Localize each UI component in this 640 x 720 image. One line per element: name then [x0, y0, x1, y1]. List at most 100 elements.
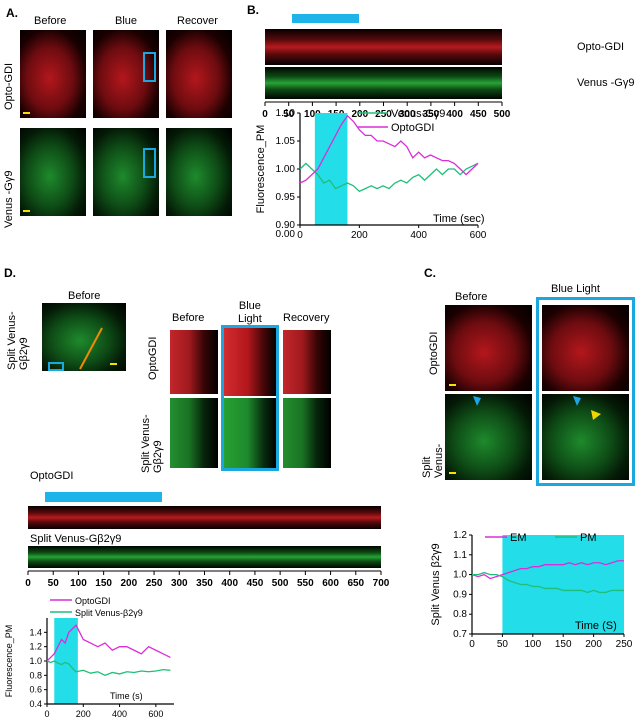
panel-d-scale-bar [110, 363, 117, 365]
panel-d-kymo-red [28, 506, 381, 529]
chart-D-xtick-label-200: 200 [76, 709, 91, 719]
panel-c-letter: C. [424, 266, 436, 280]
panel-a-roi-green [143, 148, 156, 178]
panel-a-scale-bar-2 [23, 210, 30, 212]
panel-c-arrows [473, 396, 601, 420]
chart-C-series-1 [472, 571, 624, 594]
panel-c-blue-frame [536, 297, 635, 486]
panel-d-zoom-col-before: Before [172, 312, 205, 324]
chart-C-ytick-label-0.9: 0.9 [453, 589, 467, 600]
panel-c-col-blue: Blue Light [551, 283, 600, 295]
panel-b-letter: B. [247, 3, 259, 17]
panel-d-zoom-green-recovery [283, 398, 331, 468]
chart-C-ytick-label-0.7: 0.7 [453, 629, 467, 640]
chart-D-ylabel: Fluorescence_PM [4, 625, 14, 698]
chart-B-ylabel: Fluorescence_PM [255, 125, 267, 214]
chart-D-highlight [54, 618, 78, 704]
panel-d-zoom-red-blue [224, 328, 276, 396]
panel-d-cell-label-line1: Split Venus- [6, 311, 18, 370]
chart-C-ylabel: Split Venus β2γ9 [430, 543, 442, 625]
panel-a-col-recover: Recover [177, 15, 218, 27]
chart-B-ytick-label-0.9: 0.90 [276, 220, 296, 231]
chart-C-series-0 [471, 560, 624, 580]
panel-d-zoom-row-venus: Split Venus- Gβ2γ9 [140, 414, 164, 473]
chart-D-ytick-label-1.2: 1.2 [29, 642, 42, 652]
panel-b-kymo-axis-tick-label-450: 450 [470, 109, 487, 120]
panel-c-row-optogdi: OptoGDI [428, 331, 440, 375]
chart-D-ytick-label-1: 1.0 [29, 656, 42, 666]
panel-d-kymo-axis-tick-label-450: 450 [247, 578, 264, 589]
chart-B-series-0 [299, 162, 479, 193]
chart-C-xtick-label-50: 50 [497, 639, 509, 650]
panel-d-kymo-green [28, 546, 381, 568]
chart-C-ytick-label-1.2: 1.2 [453, 530, 467, 541]
panel-d-kymo-axis-tick-label-600: 600 [322, 578, 339, 589]
panel-b-light-bar [292, 14, 359, 23]
panel-a-col-blue: Blue [115, 15, 138, 27]
chart-D-legend-label-1: Split Venus-β2γ9 [75, 608, 143, 618]
chart-D-xlabel: Time (s) [110, 691, 143, 701]
panel-a-img-red-blue [93, 30, 159, 118]
panel-a-row-optogdi: Opto-GDI [3, 62, 15, 110]
chart-B-legend-label-0: Venus-Gγ9 [391, 108, 445, 120]
panel-d-kymo-axis-tick-label-0: 0 [25, 578, 31, 589]
panel-c-col-before: Before [455, 291, 488, 303]
panel-d-kymo-axis-tick-label-300: 300 [171, 578, 188, 589]
chart-D-ytick-label-1.4: 1.4 [29, 627, 42, 637]
panel-d-kymo-axis: 0 50 100 150 200 250 300 350 400 450 500 550 600 650 7… [25, 570, 390, 589]
panel-b-kymo-green [265, 67, 502, 99]
panel-d-kymo-title-red: OptoGDI [30, 470, 74, 482]
panel-d-zoom-col-recovery: Recovery [283, 312, 330, 324]
chart-B-xtick-label-600: 600 [470, 230, 487, 241]
chart-B-xtick-label-200: 200 [351, 230, 368, 241]
panel-d-kymo-axis-tick-label-50: 50 [48, 578, 60, 589]
chart-B-ytick-label-1: 1.00 [276, 164, 296, 175]
chart-B-highlight [314, 113, 348, 225]
panel-b-kymo-axis-tick-label-0: 0 [262, 109, 268, 120]
panel-b-kymo-red [265, 29, 502, 65]
panel-b-kymo-axis-tick-label-100: 100 [304, 109, 321, 120]
panel-d-zoom-red-recovery [283, 330, 331, 394]
panel-a-img-green-blue [93, 128, 159, 216]
panel-d-chart: 0.4 0.6 0.8 1.0 1.2 1.4 0 200 400 600 OptoGDI Split… [4, 596, 174, 719]
chart-C-xtick-label-200: 200 [585, 639, 602, 650]
panel-a-scale-bar [23, 112, 30, 114]
panel-b-kymo-axis-tick-label-350: 350 [423, 109, 440, 120]
chart-B-ytick-label-1.1: 1.10 [276, 108, 296, 119]
chart-C-xtick-label-0: 0 [469, 639, 475, 650]
chart-D-ytick-label-0.4: 0.4 [29, 699, 42, 709]
panel-b-kymo-axis-tick-label-50: 50 [283, 109, 295, 120]
panel-d-kymo-axis-tick-label-650: 650 [347, 578, 364, 589]
chart-C-ytick-label-0.8: 0.8 [453, 609, 467, 620]
panel-d-kymo-axis-tick-label-250: 250 [146, 578, 163, 589]
panel-d-roi [48, 362, 64, 371]
panel-c-chart: 0.7 0.8 0.9 1.0 1.1 1.2 0 50 100 150 200 250 EM PM Tim… [430, 530, 633, 650]
panel-d-kymo-axis-tick-label-550: 550 [297, 578, 314, 589]
panel-d-kymo-axis-tick-label-400: 400 [221, 578, 238, 589]
chart-D-xtick-label-0: 0 [44, 709, 49, 719]
panel-c-row-venus: Split Venus- [421, 443, 445, 478]
panel-b-kymo-label-red: Opto-GDI [577, 41, 625, 53]
panel-d-kymo-title-green: Split Venus-Gβ2γ9 [30, 533, 122, 545]
panel-a-img-green-recover [166, 128, 232, 216]
panel-b-kymo-label-green: Venus -Gγ9 [577, 77, 635, 89]
panel-d-kymo-axis-tick-label-100: 100 [70, 578, 87, 589]
chart-B-ytick-label-1.05: 1.05 [276, 136, 296, 147]
panel-d-blue-frame [221, 325, 279, 471]
panel-d-zoom-green-blue [224, 398, 276, 468]
chart-C-xtick-label-250: 250 [616, 639, 633, 650]
chart-D-series-0 [46, 624, 171, 662]
panel-a-img-green-before [20, 128, 86, 216]
panel-b-kymo-axis-tick-label-250: 250 [375, 109, 392, 120]
panel-a-roi-red [143, 52, 156, 82]
chart-C-xtick-label-100: 100 [524, 639, 541, 650]
panel-a-col-before: Before [34, 15, 67, 27]
panel-d-linescan [79, 327, 103, 370]
panel-b-chart: 0.900.951.001.051.100.00 0 200 400 600Venus-… [255, 108, 487, 241]
panel-d-cell-label: Split Venus- Gβ2γ9 [6, 311, 30, 370]
panel-d-letter: D. [4, 266, 16, 280]
panel-d-cell-label-line2: Gβ2γ9 [18, 337, 30, 370]
panel-d-kymo-axis-tick-label-150: 150 [95, 578, 112, 589]
chart-D-ytick-label-0.6: 0.6 [29, 685, 42, 695]
panel-d-before-title: Before [68, 290, 101, 302]
